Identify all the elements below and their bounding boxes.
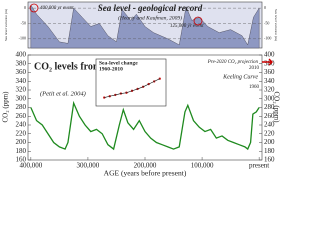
- y2-axis-label: CO₂ (ppm): [272, 91, 280, 123]
- figure: 0 0 -50 -50 -100 -100 Sea level - geological r…: [2, 1, 280, 178]
- x-tick-label: 100,000: [191, 162, 214, 170]
- inset-subtitle: 1960-2010: [99, 66, 123, 72]
- panel-subtitle: (Petit et al. 2004): [40, 90, 86, 97]
- y2-tick-label: 300: [264, 94, 275, 102]
- y-tick-label: 0: [24, 5, 26, 10]
- y-tick-label: 260: [16, 112, 27, 120]
- y-tick-label: 200: [16, 138, 27, 146]
- annotation: Keeling Curve: [222, 74, 258, 80]
- event-marker: [193, 16, 203, 26]
- y-tick-label: 380: [16, 59, 27, 67]
- x-tick-label: 400,000: [19, 162, 42, 170]
- y-tick-label: 220: [16, 129, 27, 137]
- inset-frame: [95, 58, 167, 107]
- y-tick-label: 320: [16, 86, 27, 94]
- projection-arrow: [262, 58, 273, 66]
- x-axis-label: AGE (years before present): [104, 169, 187, 178]
- y2-tick-label: 320: [264, 86, 275, 94]
- y2-tick-label: 180: [264, 147, 275, 155]
- y-tick-label: -100: [19, 36, 26, 41]
- y-axis-label: CO₂ (ppm): [2, 91, 10, 123]
- x-tick-label: 200,000: [134, 162, 157, 170]
- y-tick-label: 340: [16, 77, 27, 85]
- y2-tick-label: 340: [264, 77, 275, 85]
- panel-title: CO₂ levels from ice cores: [34, 61, 140, 72]
- event-marker: [29, 3, 39, 13]
- x-tick-label: 300,000: [77, 162, 100, 170]
- chart-subtitle: (Hearty and Kaufman, 2009): [118, 14, 182, 21]
- sea-area: [30, 4, 260, 49]
- y-tick-label: -50: [21, 20, 26, 25]
- y2-tick-label: 0: [264, 5, 266, 10]
- y2-tick-label: 240: [264, 121, 275, 129]
- y2-tick-label: 400: [264, 51, 275, 59]
- y2-tick-label: 380: [264, 59, 275, 67]
- y2-tick-label: -100: [264, 36, 271, 41]
- chart-title: Sea level - geological record: [98, 3, 203, 13]
- y2-tick-label: 260: [264, 112, 275, 120]
- x-tick-label: present: [249, 162, 269, 170]
- y-tick-label: 300: [16, 94, 27, 102]
- y2-tick-label: -50: [264, 20, 269, 25]
- annotation: 400,000 yr event: [40, 6, 74, 11]
- y-tick-label: 180: [16, 147, 27, 155]
- inset-line: [104, 78, 160, 98]
- co2-line: [30, 100, 260, 151]
- y2-axis-label: Sea level variation (m): [274, 9, 278, 42]
- y2-tick-label: 200: [264, 138, 275, 146]
- y-tick-label: 240: [16, 121, 27, 129]
- annotation: 125,000 yr event: [170, 24, 204, 29]
- annotation: Pre-2020 CO₂ projection: [207, 60, 259, 65]
- inset-title: Sea-level change: [99, 60, 138, 66]
- y-tick-label: 400: [16, 51, 27, 59]
- y2-tick-label: 160: [264, 156, 275, 164]
- y2-tick-label: 280: [264, 103, 275, 111]
- y-axis-label: Sea level variation (m): [4, 8, 8, 41]
- y-tick-label: 280: [16, 103, 27, 111]
- y2-tick-label: 360: [264, 68, 275, 76]
- annotation: 2010: [249, 66, 260, 71]
- y2-tick-label: 220: [264, 129, 275, 137]
- annotation: 1960: [249, 85, 260, 90]
- y-tick-label: 360: [16, 68, 27, 76]
- y-tick-label: 160: [16, 156, 27, 164]
